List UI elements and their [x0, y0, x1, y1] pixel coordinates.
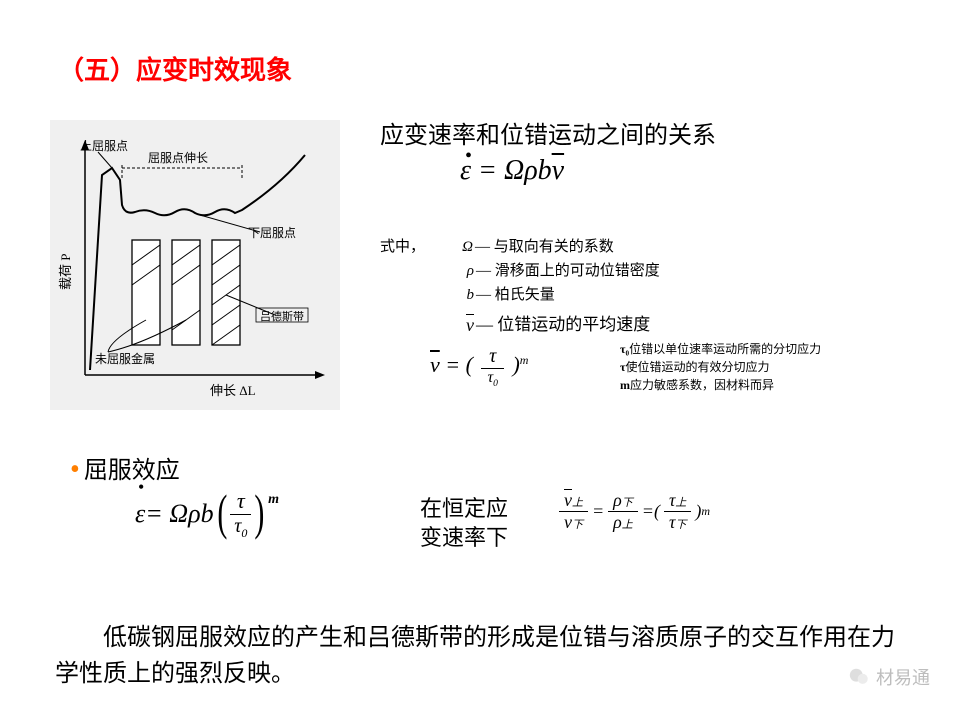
legend-omega-desc: — 与取向有关的系数	[475, 235, 614, 259]
eq3-rho: ρ	[188, 499, 200, 529]
eq2l-m-desc: 应力敏感系数，因材料而异	[630, 378, 774, 392]
upper-yield-label: 上屈服点	[80, 139, 128, 153]
eq4-eq2: =	[642, 501, 654, 522]
section-title: （五）应变时效现象	[58, 50, 292, 87]
luders-label: 吕德斯带	[260, 309, 304, 323]
eq4-u3: 上	[675, 497, 686, 509]
conclusion-text: 低碳钢屈服效应的产生和吕德斯带的形成是位错与溶质原子的交互作用在力学性质上的强烈…	[55, 620, 905, 692]
eq1-rho: ρ	[524, 155, 537, 186]
eq4-d2: 下	[622, 497, 633, 509]
eq2-zero: 0	[493, 378, 498, 389]
eq2-v: ν	[430, 352, 440, 378]
eq3-zero: 0	[241, 526, 247, 540]
eq2-m: m	[520, 353, 529, 367]
eq2l-tau0-sym: τ₀	[620, 342, 629, 356]
y-axis-label: 载荷 P	[58, 254, 73, 290]
legend-b-sym: b	[446, 283, 476, 307]
eq3-m: m	[268, 492, 279, 508]
yield-effect-heading: 屈服效应	[70, 450, 180, 486]
eq4-vd: ν	[564, 512, 572, 533]
eq4-eq1: =	[592, 501, 604, 522]
eq4-vu: ν	[564, 490, 572, 511]
legend-rho-sym: ρ	[446, 259, 476, 283]
yield-curve-diagram: 上屈服点 屈服点伸长 下屈服点 吕德斯带 未屈服金属 伸长 ΔL 载荷 P	[50, 120, 340, 410]
legend-v-desc: — 位错运动的平均速度	[476, 311, 650, 340]
eq4-m: m	[701, 504, 710, 519]
constant-rate-label: 在恒定应 变速率下	[420, 495, 508, 552]
eq4-ru: ρ	[613, 512, 622, 532]
lower-yield-label: 下屈服点	[248, 226, 296, 240]
eq4-d1: 下	[572, 519, 583, 531]
relation-heading: 应变速率和位错运动之间的关系	[380, 115, 716, 150]
eq2l-tau-desc: 使位错运动的有效分切应力	[626, 360, 770, 374]
eq1-v: v	[552, 155, 564, 186]
legend-omega-sym: Ω	[445, 235, 475, 259]
constrate-l1: 在恒定应	[420, 495, 508, 524]
eq2-eq: = (	[445, 352, 473, 377]
eq2-close: )	[512, 352, 519, 377]
eq4-u1: 上	[572, 497, 583, 509]
constrate-l2: 变速率下	[420, 524, 508, 553]
eq2-tau: τ	[481, 345, 504, 369]
eq4-open: (	[654, 501, 660, 522]
equation-velocity: ν = ( τ τ0 )m	[430, 345, 528, 389]
watermark: 材易通	[848, 664, 930, 690]
legend-v-sym: v	[446, 311, 476, 340]
eq3-tau: τ	[230, 488, 251, 515]
legend-prefix: 式中，	[380, 235, 425, 259]
equation-yield: • ε = Ωρb ( τ τ0 ) m	[135, 485, 279, 543]
equation-ratio: ν上 ν下 = ρ下 ρ上 = ( τ上 τ下 )m	[555, 490, 710, 533]
legend-rho-desc: — 滑移面上的可动位错密度	[476, 259, 660, 283]
eq3-b: b	[201, 499, 214, 529]
eq3-eq: = Ω	[145, 499, 188, 529]
wechat-icon	[848, 666, 870, 688]
eq1-eq: =	[478, 155, 497, 186]
eq2l-tau0-desc: 位错以单位速率运动所需的分切应力	[629, 342, 821, 356]
eq2-symbol-legend: τ₀位错以单位速率运动所需的分切应力 τ使位错运动的有效分切应力 m应力敏感系数…	[620, 340, 821, 394]
eq2l-m-sym: m	[620, 378, 630, 392]
eq4-rd: ρ	[613, 490, 622, 510]
eq4-d3: 下	[675, 519, 686, 531]
watermark-text: 材易通	[876, 664, 930, 690]
eq3-eps: ε	[135, 499, 145, 529]
equation-strain-rate: • ε = Ωρbv	[460, 155, 564, 187]
unyielded-label: 未屈服金属	[95, 351, 155, 366]
eq1-b: b	[538, 155, 552, 186]
x-axis-label: 伸长 ΔL	[210, 383, 256, 398]
symbol-legend: 式中， Ω — 与取向有关的系数 ρ — 滑移面上的可动位错密度 b — 柏氏矢…	[380, 235, 660, 340]
legend-b-desc: — 柏氏矢量	[476, 283, 555, 307]
eq4-u2: 上	[622, 519, 633, 531]
yield-ext-label: 屈服点伸长	[148, 151, 208, 165]
eq1-omega: Ω	[504, 155, 524, 186]
